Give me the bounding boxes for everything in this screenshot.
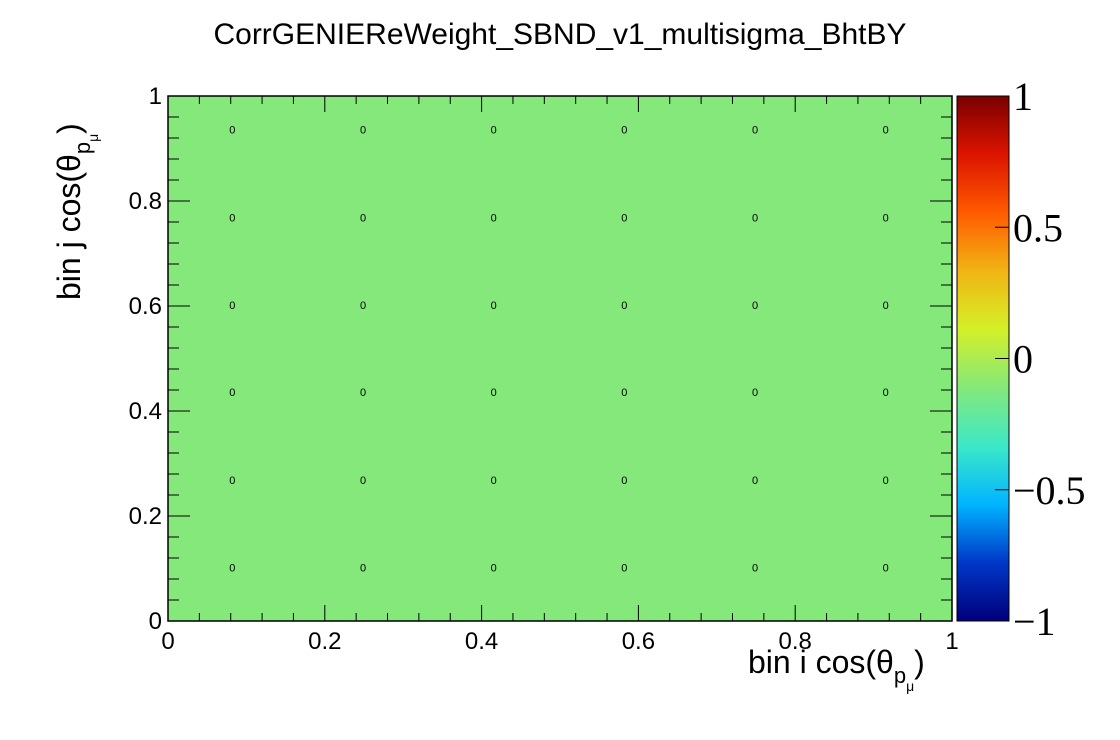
heatmap-cell [429,183,561,272]
heatmap-cell [690,183,822,272]
heatmap-cell [821,533,953,622]
heatmap-cell [167,271,300,360]
cell-value-label: 0 [752,300,758,312]
cell-value-label: 0 [621,300,627,312]
heatmap-cell [429,358,561,447]
heatmap-cell [167,183,300,272]
heatmap-cell [690,95,822,184]
x-tick-label: 0 [161,628,174,655]
x-axis-label: bin i cos(θpμ) [748,644,925,694]
cell-value-label: 0 [752,125,758,137]
heatmap-cell [559,183,692,272]
heatmap-cell [559,446,692,534]
cell-value-label: 0 [883,562,889,574]
cell-value-label: 0 [360,300,366,312]
heatmap-cell [167,533,300,622]
heatmap-cell [429,446,561,534]
y-axis-label: bin j cos(θpμ) [51,123,101,300]
heatmap-cell [167,95,300,184]
color-bar: 1 0.5 0 −0.5 −1 [956,74,1086,644]
heatmap-cell [559,358,692,447]
cell-value-label: 0 [491,125,497,137]
cell-value-label: 0 [621,562,627,574]
cell-value-label: 0 [229,475,235,487]
x-tick-label: 1 [945,628,958,655]
x-tick-label: 0.6 [622,628,655,655]
cell-value-label: 0 [752,562,758,574]
cell-value-label: 0 [491,300,497,312]
heatmap-cell [167,358,300,447]
heatmap-cell [559,533,692,622]
cell-value-label: 0 [752,475,758,487]
cell-value-label: 0 [229,300,235,312]
y-tick-label: 0.2 [129,503,162,530]
color-bar-tick-label: 1 [1013,74,1033,119]
color-bar-tick-label: −1 [1013,599,1056,644]
cell-value-label: 0 [883,125,889,137]
heatmap-cell [559,271,692,360]
cell-value-label: 0 [360,125,366,137]
heatmap-cell [298,271,430,360]
cell-value-label: 0 [229,125,235,137]
heatmap-cell [298,95,430,184]
color-bar-tick-label: −0.5 [1013,468,1086,513]
heatmap-cell [167,446,300,534]
color-bar-tick-label: 0 [1013,337,1033,382]
cell-value-label: 0 [621,387,627,399]
cell-value-label: 0 [491,387,497,399]
heatmap-cell [821,358,953,447]
x-tick-label: 0.8 [779,628,812,655]
cell-value-label: 0 [621,212,627,224]
heatmap-cell [821,95,953,184]
heatmap-cell [559,95,692,184]
cell-value-label: 0 [883,212,889,224]
heatmap-cell [690,446,822,534]
color-bar-tick-label: 0.5 [1013,205,1063,250]
heatmap-cell [429,271,561,360]
heatmap-cell [690,271,822,360]
heatmap-cell [821,271,953,360]
heatmap-cell [690,533,822,622]
heatmap-cell [429,533,561,622]
y-tick-label: 1 [149,83,162,110]
cell-value-label: 0 [621,125,627,137]
heatmap-cell [298,446,430,534]
cell-value-label: 0 [491,562,497,574]
y-tick-label: 0.8 [129,188,162,215]
chart-title: CorrGENIEReWeight_SBND_v1_multisigma_Bht… [213,18,907,51]
cell-value-label: 0 [752,387,758,399]
heatmap-cell [298,358,430,447]
cell-value-label: 0 [229,562,235,574]
axes: 0 0.2 0.4 0.6 0.8 1 0 0.2 0.4 0.6 0.8 1 [129,83,959,655]
plot-area [167,95,953,622]
cell-value-label: 0 [491,212,497,224]
cell-value-label: 0 [752,212,758,224]
y-tick-label: 0 [149,608,162,635]
cell-value-label: 0 [360,387,366,399]
heatmap-cell [298,183,430,272]
y-tick-label: 0.4 [129,398,162,425]
cell-value-label: 0 [229,387,235,399]
cell-value-label: 0 [883,387,889,399]
cell-value-label: 0 [883,475,889,487]
cell-value-label: 0 [621,475,627,487]
heatmap-cell [821,446,953,534]
heatmap-cell [429,95,561,184]
y-tick-label: 0.6 [129,293,162,320]
cell-value-label: 0 [491,475,497,487]
cell-value-label: 0 [360,562,366,574]
plot-frame [167,95,953,622]
cell-value-label: 0 [360,212,366,224]
cell-value-label: 0 [883,300,889,312]
cell-value-label: 0 [229,212,235,224]
cell-value-labels: 0 0 0 0 0 0 0 0 0 0 0 0 0 0 0 0 0 0 0 0 0 0 0 0 0 0 0 0 0 0 0 0 0 0 0 0 [229,125,889,575]
heatmap-cell [821,183,953,272]
heatmap-cell [690,358,822,447]
x-tick-label: 0.4 [465,628,498,655]
x-tick-label: 0.2 [308,628,341,655]
heatmap-cell [298,533,430,622]
cell-value-label: 0 [360,475,366,487]
